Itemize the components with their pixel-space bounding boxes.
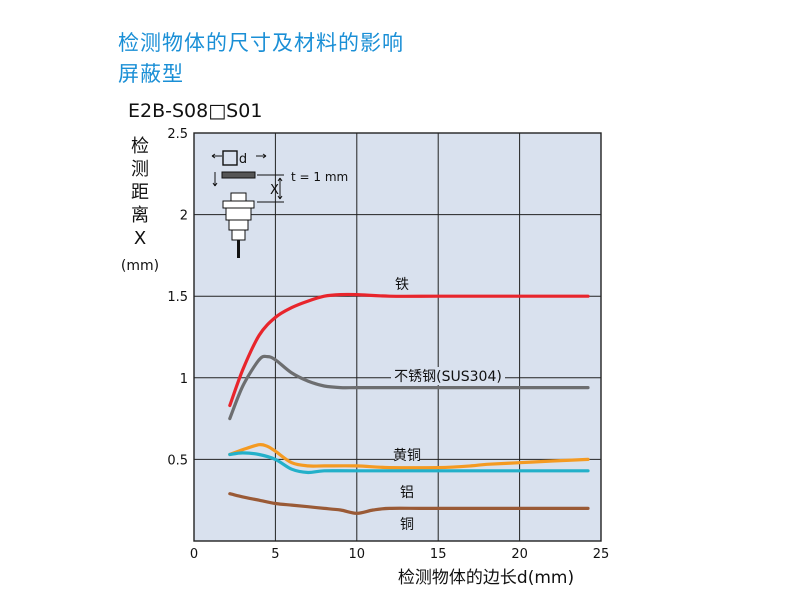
inset-x-label: X: [270, 183, 279, 198]
x-tick-label: 15: [430, 547, 447, 562]
series-lines: [228, 292, 590, 515]
arrow-icon: [211, 153, 216, 159]
x-tick-label: 10: [349, 547, 366, 562]
plot-area: [193, 132, 602, 542]
series-line-iron: [228, 292, 590, 408]
series-label-copper: 铜: [400, 517, 414, 533]
y-label-unit: (mm): [121, 258, 159, 274]
inset-d-label: d: [239, 152, 247, 167]
x-tick-label: 20: [511, 547, 528, 562]
y-label-char: X: [134, 228, 146, 249]
sensor-diagram: [211, 150, 284, 258]
chart-title: 检测物体的尺寸及材料的影响: [118, 31, 404, 55]
x-tick-label: 0: [190, 547, 198, 562]
y-tick-label: 1: [180, 372, 188, 387]
inset-thickness-label: t = 1 mm: [291, 170, 348, 184]
chart-subtitle: 屏蔽型: [118, 62, 184, 86]
series-label-aluminum: 铝: [400, 485, 414, 501]
square-target-icon: [222, 150, 238, 166]
y-tick-label: 2.5: [167, 127, 188, 142]
x-axis-label: 检测物体的边长d(mm): [398, 568, 574, 588]
x-tick-label: 5: [271, 547, 279, 562]
y-label-char: 检: [131, 136, 149, 157]
series-line-aluminum: [228, 451, 590, 475]
series-label-brass: 黄铜: [393, 447, 421, 464]
model-number: E2B-S08□S01: [128, 100, 263, 122]
y-tick-label: 1.5: [167, 290, 188, 305]
y-tick-label: 0.5: [167, 453, 188, 468]
series-label-stainless: 不锈钢(SUS304): [394, 369, 502, 385]
axis-ticks: 0 5 10 15 20 25 0.5 1 1.5 2 2.5: [167, 127, 609, 562]
series-line-brass: [228, 442, 590, 470]
y-tick-label: 2: [180, 209, 188, 224]
y-label-char: 距: [131, 182, 149, 203]
series-line-copper: [228, 492, 590, 515]
y-label-char: 测: [131, 159, 149, 180]
y-label-char: 离: [131, 205, 149, 226]
series-label-iron: 铁: [395, 277, 409, 293]
series-line-stainless: [228, 354, 590, 421]
x-tick-label: 25: [593, 547, 610, 562]
